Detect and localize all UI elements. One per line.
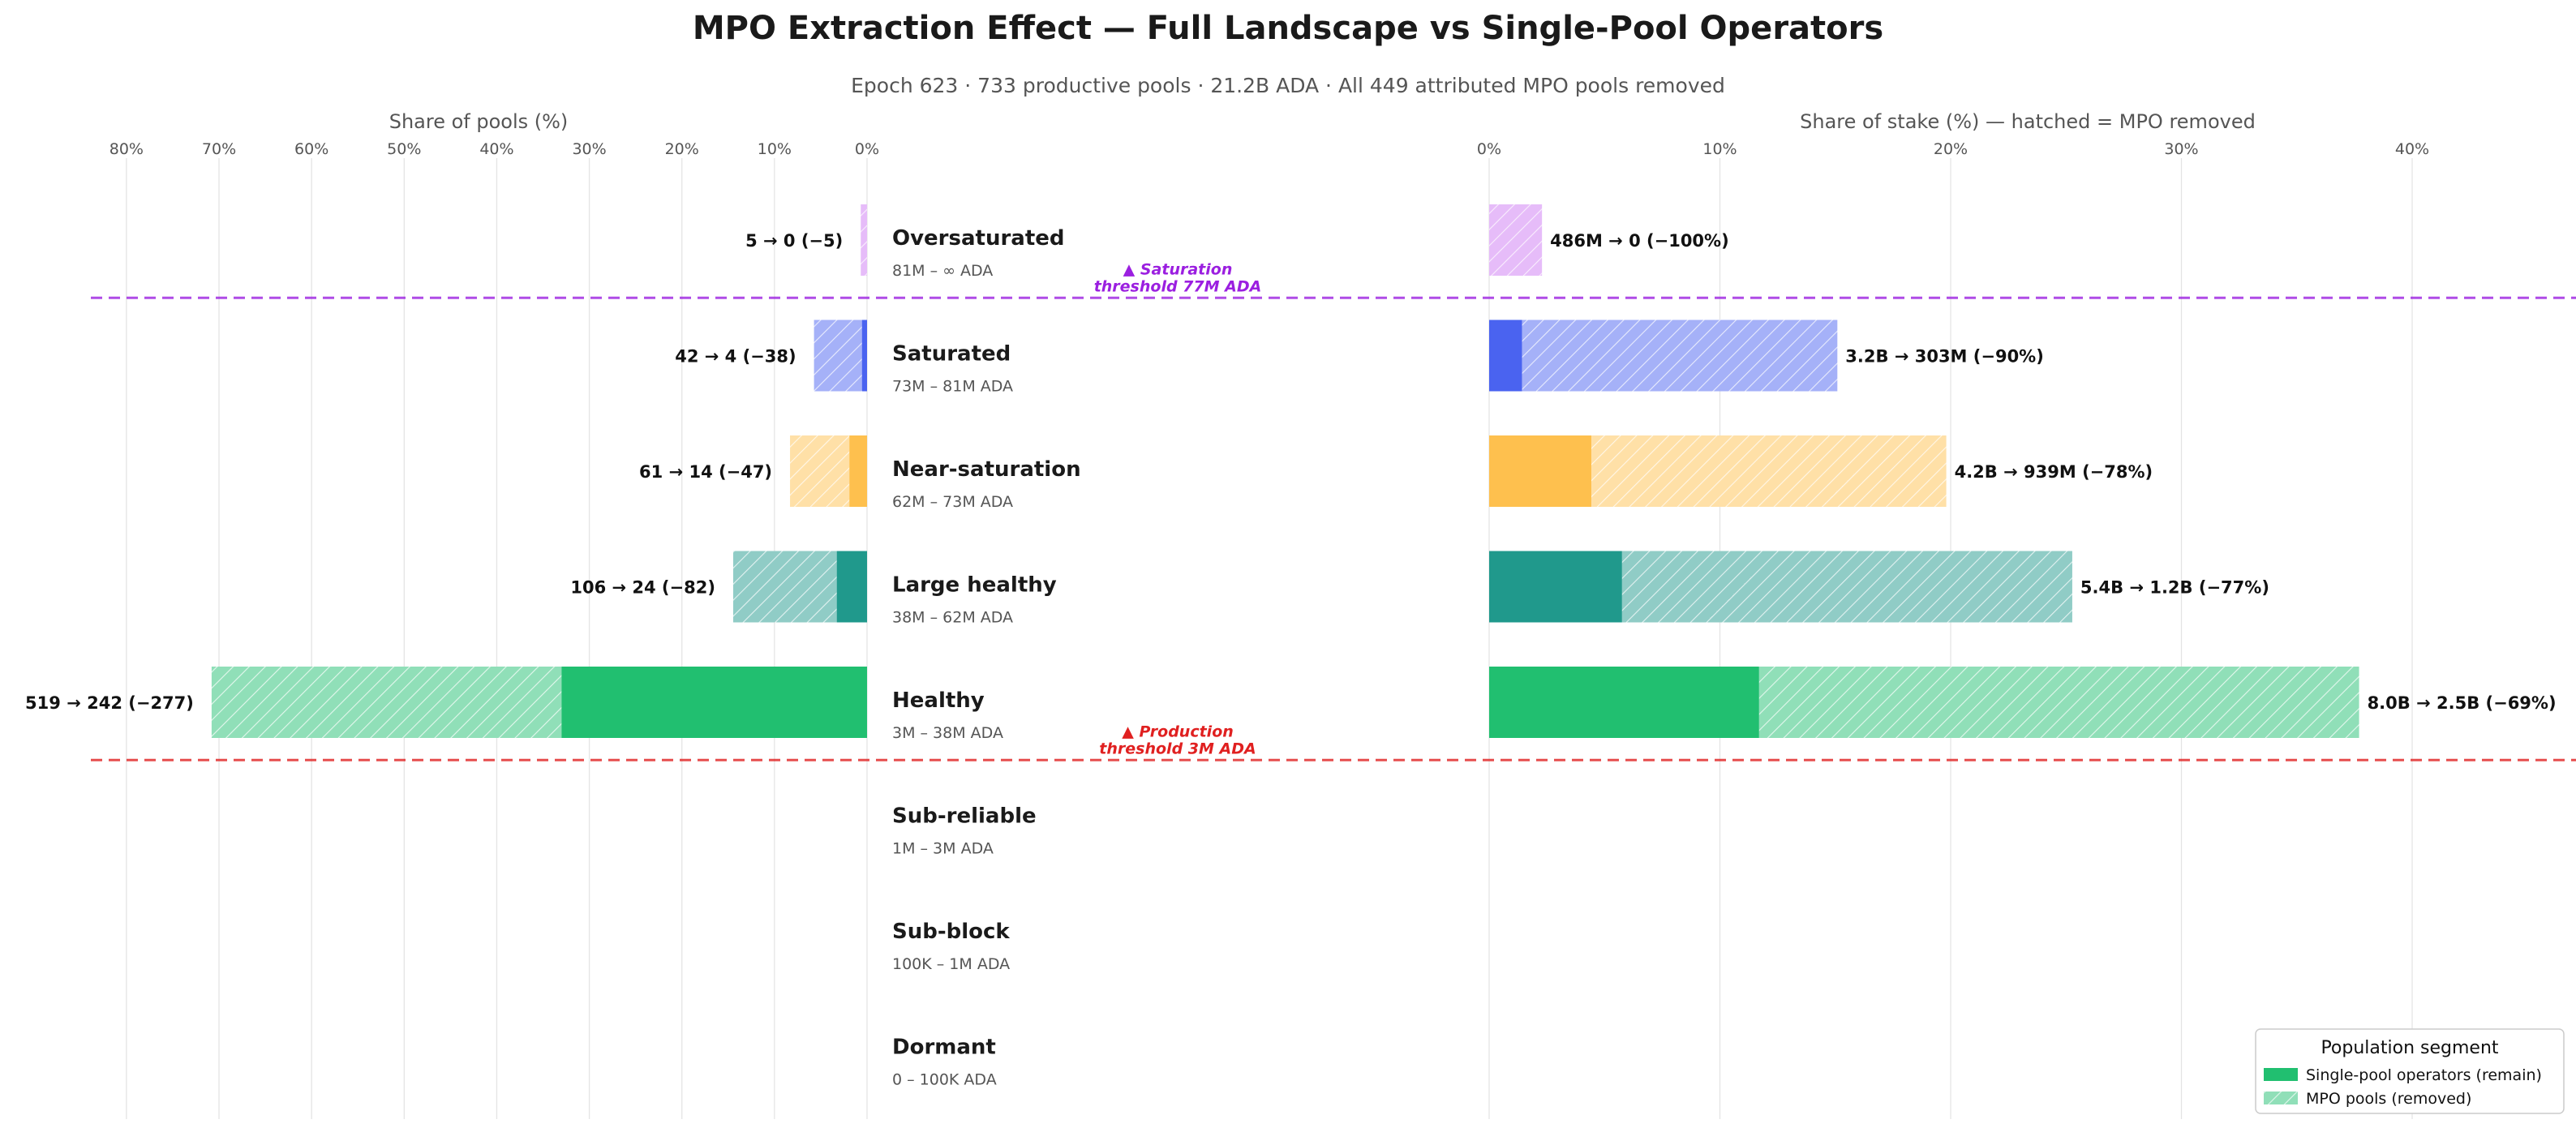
threshold-label: threshold 77M ADA bbox=[1094, 277, 1262, 295]
category-range: 81M – ∞ ADA bbox=[892, 262, 993, 280]
right-bar-label: 8.0B → 2.5B (−69%) bbox=[2368, 693, 2557, 713]
left-bar-label: 5 → 0 (−5) bbox=[745, 231, 843, 251]
left-bar-remain bbox=[861, 320, 867, 392]
right-bar-removed bbox=[1591, 435, 1947, 507]
right-bar-remain bbox=[1489, 667, 1759, 738]
right-bar-removed bbox=[1621, 551, 2072, 623]
category-name: Sub-reliable bbox=[892, 804, 1037, 829]
left-tick-label: 20% bbox=[665, 140, 699, 158]
category-name: Saturated bbox=[892, 342, 1011, 367]
left-bar-label: 106 → 24 (−82) bbox=[570, 578, 715, 598]
right-bar-label: 486M → 0 (−100%) bbox=[1550, 231, 1729, 251]
left-bar-remain bbox=[836, 551, 867, 623]
right-bar-remain bbox=[1489, 551, 1622, 623]
threshold-label: ▲ Production bbox=[1122, 723, 1234, 740]
category-labels: 5 → 0 (−5) 486M → 0 (−100%) Oversaturated 8… bbox=[25, 226, 2557, 1089]
right-tick-label: 40% bbox=[2395, 140, 2429, 158]
left-tick-label: 80% bbox=[109, 140, 144, 158]
category-name: Dormant bbox=[892, 1036, 996, 1060]
chart-title: MPO Extraction Effect — Full Landscape v… bbox=[693, 10, 1883, 47]
category-range: 1M – 3M ADA bbox=[892, 840, 994, 858]
category-name: Oversaturated bbox=[892, 226, 1065, 251]
right-bar-removed bbox=[1758, 667, 2359, 738]
left-bar-removed bbox=[861, 204, 867, 276]
left-bar-label: 519 → 242 (−277) bbox=[25, 693, 194, 713]
right-tick-label: 0% bbox=[1477, 140, 1501, 158]
category-name: Near-saturation bbox=[892, 457, 1081, 482]
right-bar-remain bbox=[1489, 435, 1592, 507]
left-tick-label: 70% bbox=[202, 140, 236, 158]
left-tick-label: 40% bbox=[479, 140, 513, 158]
left-bar-removed bbox=[790, 435, 850, 507]
right-axis-title: Share of stake (%) — hatched = MPO remov… bbox=[1800, 110, 2256, 133]
left-bar-label: 61 → 14 (−47) bbox=[639, 462, 772, 482]
right-bar-label: 5.4B → 1.2B (−77%) bbox=[2080, 578, 2269, 598]
left-bar-label: 42 → 4 (−38) bbox=[675, 347, 796, 367]
left-tick-label: 0% bbox=[855, 140, 879, 158]
legend-title: Population segment bbox=[2321, 1038, 2498, 1058]
category-range: 62M – 73M ADA bbox=[892, 493, 1013, 511]
left-bar-remain bbox=[561, 667, 867, 738]
axis-ticks: 80% 70% 60% 50% 40% 30% 20% 10% 0% 0% 10% 20% 30% 40% bbox=[109, 140, 2429, 158]
right-bar-removed bbox=[1522, 320, 1838, 392]
right-tick-label: 10% bbox=[1702, 140, 1737, 158]
left-bar-removed bbox=[211, 667, 562, 738]
left-bar-remain bbox=[849, 435, 867, 507]
right-bar-removed bbox=[1489, 204, 1543, 276]
left-tick-label: 10% bbox=[758, 140, 792, 158]
grid-lines bbox=[126, 158, 2413, 1119]
left-tick-label: 60% bbox=[294, 140, 328, 158]
legend: Population segment Single-pool operators … bbox=[2255, 1028, 2565, 1114]
left-tick-label: 30% bbox=[572, 140, 606, 158]
left-bar-removed bbox=[814, 320, 862, 392]
category-range: 38M – 62M ADA bbox=[892, 609, 1013, 627]
left-axis-title: Share of pools (%) bbox=[389, 110, 569, 133]
category-name: Healthy bbox=[892, 688, 985, 713]
right-bar-label: 3.2B → 303M (−90%) bbox=[1845, 347, 2044, 367]
legend-item-label: Single-pool operators (remain) bbox=[2306, 1066, 2542, 1084]
right-bar-remain bbox=[1489, 320, 1522, 392]
chart-subtitle: Epoch 623 · 733 productive pools · 21.2B… bbox=[851, 74, 1725, 97]
category-name: Sub-block bbox=[892, 920, 1010, 944]
legend-item-label: MPO pools (removed) bbox=[2306, 1090, 2471, 1108]
legend-swatch-hatched bbox=[2264, 1092, 2298, 1104]
category-name: Large healthy bbox=[892, 573, 1057, 598]
legend-swatch-solid bbox=[2264, 1068, 2298, 1081]
right-tick-label: 20% bbox=[1934, 140, 1968, 158]
right-tick-label: 30% bbox=[2164, 140, 2198, 158]
legend-box bbox=[2255, 1028, 2565, 1114]
category-range: 73M – 81M ADA bbox=[892, 378, 1013, 396]
category-range: 100K – 1M ADA bbox=[892, 955, 1010, 973]
category-range: 3M – 38M ADA bbox=[892, 724, 1003, 742]
category-range: 0 – 100K ADA bbox=[892, 1071, 997, 1089]
left-tick-label: 50% bbox=[387, 140, 421, 158]
right-bar-label: 4.2B → 939M (−78%) bbox=[1955, 462, 2153, 482]
bars bbox=[211, 204, 2359, 738]
threshold-label: threshold 3M ADA bbox=[1099, 740, 1256, 757]
threshold-label: ▲ Saturation bbox=[1123, 260, 1233, 278]
left-bar-removed bbox=[732, 551, 837, 623]
